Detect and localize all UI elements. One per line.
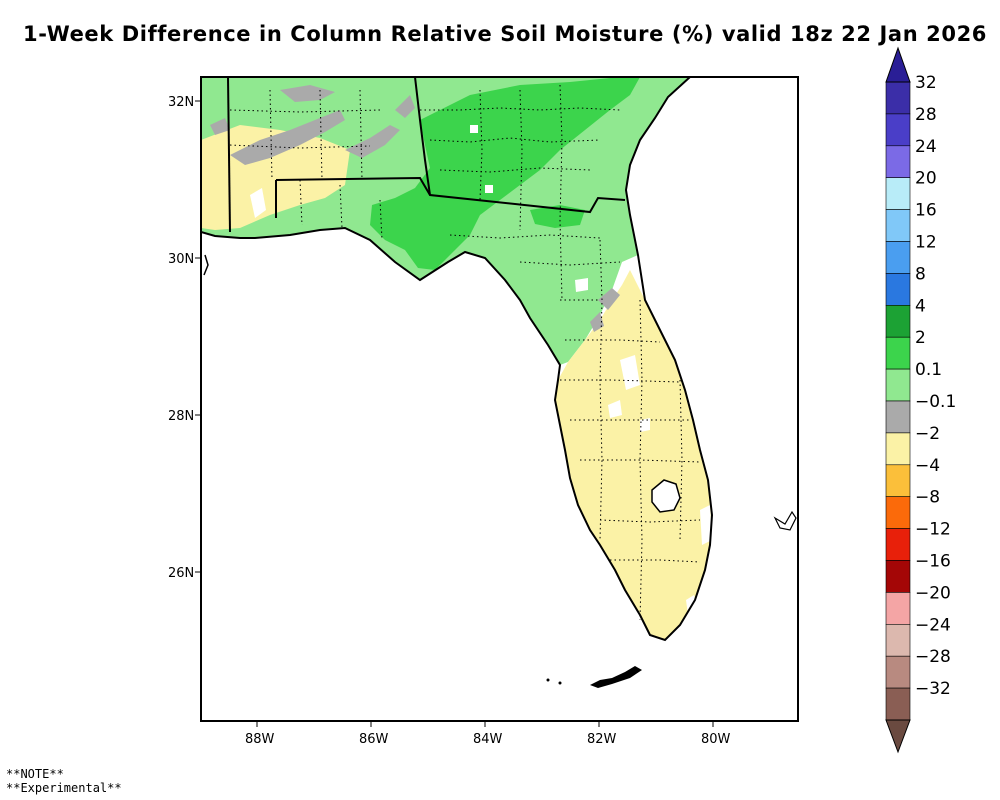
colorbar-label: −32: [915, 679, 951, 699]
colorbar-label: 8: [915, 264, 926, 284]
coastline: [201, 77, 714, 642]
colorbar-swatch: [885, 273, 911, 306]
colorbar-label: 0.1: [915, 360, 942, 380]
colorbar-label: 4: [915, 296, 926, 316]
colorbar-label: 16: [915, 201, 937, 221]
lon-label: 86W: [359, 732, 389, 747]
colorbar-label: −0.1: [915, 392, 956, 412]
land-negative-peninsula: [555, 270, 712, 640]
latitude-axis: 32N 30N 28N 26N: [168, 95, 201, 581]
colorbar-swatch: [885, 177, 911, 210]
colorbar-label: −24: [915, 615, 951, 635]
colorbar-swatch: [885, 496, 911, 529]
colorbar: 32 28 24 20 16 12 8 4 2 0.1 −0.1 −2 −4 −8 −12 −16 −20 −24…: [885, 46, 956, 754]
colorbar-swatch: [885, 528, 911, 561]
colorbar-label: 20: [915, 169, 937, 189]
longitude-axis: 88W 86W 84W 82W 80W: [245, 721, 731, 747]
colorbar-label: 28: [915, 105, 937, 125]
colorbar-swatch: [885, 209, 911, 242]
land-positive-mid: [370, 77, 640, 270]
lat-label: 26N: [168, 566, 194, 581]
lon-label: 84W: [473, 732, 503, 747]
colorbar-label: −28: [915, 647, 951, 667]
map-frame: [200, 76, 799, 722]
colorbar-label: −8: [915, 488, 940, 508]
lat-label: 28N: [168, 409, 194, 424]
lake-okeechobee: [651, 479, 681, 513]
bahamas-outline: [773, 510, 797, 531]
colorbar-swatch: [885, 432, 911, 466]
lon-label: 88W: [245, 732, 275, 747]
colorbar-swatch: [885, 623, 911, 657]
note-line: **NOTE**: [6, 767, 64, 781]
colorbar-swatch: [885, 336, 911, 370]
colorbar-swatch: [885, 304, 911, 338]
west-edge-coast: [203, 254, 209, 276]
colorbar-bottom-arrow: [885, 719, 911, 754]
colorbar-swatch: [885, 368, 911, 402]
colorbar-label: 24: [915, 137, 937, 157]
colorbar-swatch: [885, 687, 911, 721]
note-line: **Experimental**: [6, 781, 122, 795]
colorbar-label: −16: [915, 552, 951, 572]
colorbar-label: −2: [915, 424, 940, 444]
lat-label: 32N: [168, 95, 194, 110]
colorbar-swatch: [885, 464, 911, 497]
county-lines: [229, 84, 701, 621]
colorbar-label: −12: [915, 520, 951, 540]
colorbar-swatch: [885, 145, 911, 179]
colorbar-label: 12: [915, 233, 937, 253]
lon-label: 80W: [701, 732, 731, 747]
colorbar-swatch: [885, 81, 911, 115]
colorbar-label: −4: [915, 456, 940, 476]
colorbar-label: 32: [915, 73, 937, 93]
colorbar-top-arrow: [885, 46, 911, 83]
colorbar-swatch: [885, 400, 911, 434]
state-borders: [227, 77, 626, 233]
no-change-patches: [250, 125, 712, 615]
lon-label: 82W: [587, 732, 617, 747]
colorbar-swatch: [885, 560, 911, 593]
colorbar-swatch: [885, 113, 911, 147]
colorbar-label: 2: [915, 328, 926, 348]
colorbar-swatch: [885, 592, 911, 625]
colorbar-label: −20: [915, 583, 951, 603]
lat-label: 30N: [168, 252, 194, 267]
florida-keys: [546, 666, 642, 688]
near-zero-patches: [210, 85, 620, 332]
chart-title: 1-Week Difference in Column Relative Soi…: [22, 22, 988, 46]
colorbar-swatch: [885, 241, 911, 274]
colorbar-swatch: [885, 655, 911, 689]
experimental-note: **NOTE** **Experimental**: [6, 767, 122, 795]
